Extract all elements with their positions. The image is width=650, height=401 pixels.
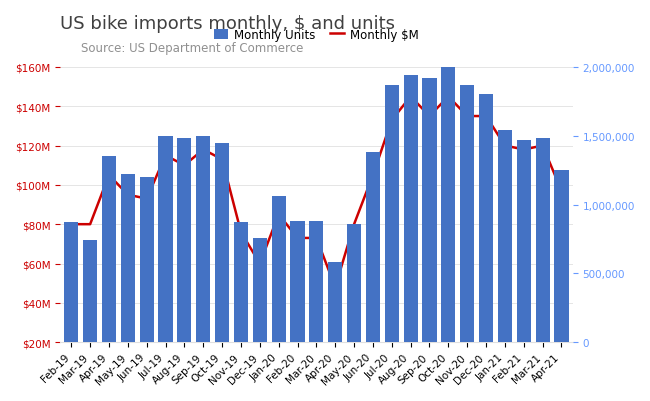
Bar xyxy=(234,223,248,342)
Bar xyxy=(517,140,531,342)
Bar xyxy=(291,221,305,342)
Bar xyxy=(366,153,380,342)
Bar xyxy=(102,157,116,342)
Bar xyxy=(196,136,211,342)
Bar xyxy=(404,76,418,342)
Bar xyxy=(64,223,79,342)
Bar xyxy=(177,139,192,342)
Bar xyxy=(140,178,154,342)
Bar xyxy=(347,224,361,342)
Bar xyxy=(309,221,324,342)
Bar xyxy=(460,85,474,342)
Bar xyxy=(479,95,493,342)
Bar xyxy=(83,241,98,342)
Bar xyxy=(385,85,399,342)
Bar xyxy=(498,131,512,342)
Bar xyxy=(536,139,550,342)
Text: Source: US Department of Commerce: Source: US Department of Commerce xyxy=(81,42,304,55)
Bar xyxy=(159,136,173,342)
Bar xyxy=(272,197,286,342)
Legend: Monthly Units, Monthly $M: Monthly Units, Monthly $M xyxy=(209,24,423,47)
Bar xyxy=(328,263,343,342)
Bar xyxy=(422,79,437,342)
Text: US bike imports monthly, $ and units: US bike imports monthly, $ and units xyxy=(60,15,395,33)
Bar xyxy=(253,238,267,342)
Bar xyxy=(441,68,456,342)
Bar xyxy=(121,175,135,342)
Bar xyxy=(554,171,569,342)
Bar xyxy=(215,143,229,342)
